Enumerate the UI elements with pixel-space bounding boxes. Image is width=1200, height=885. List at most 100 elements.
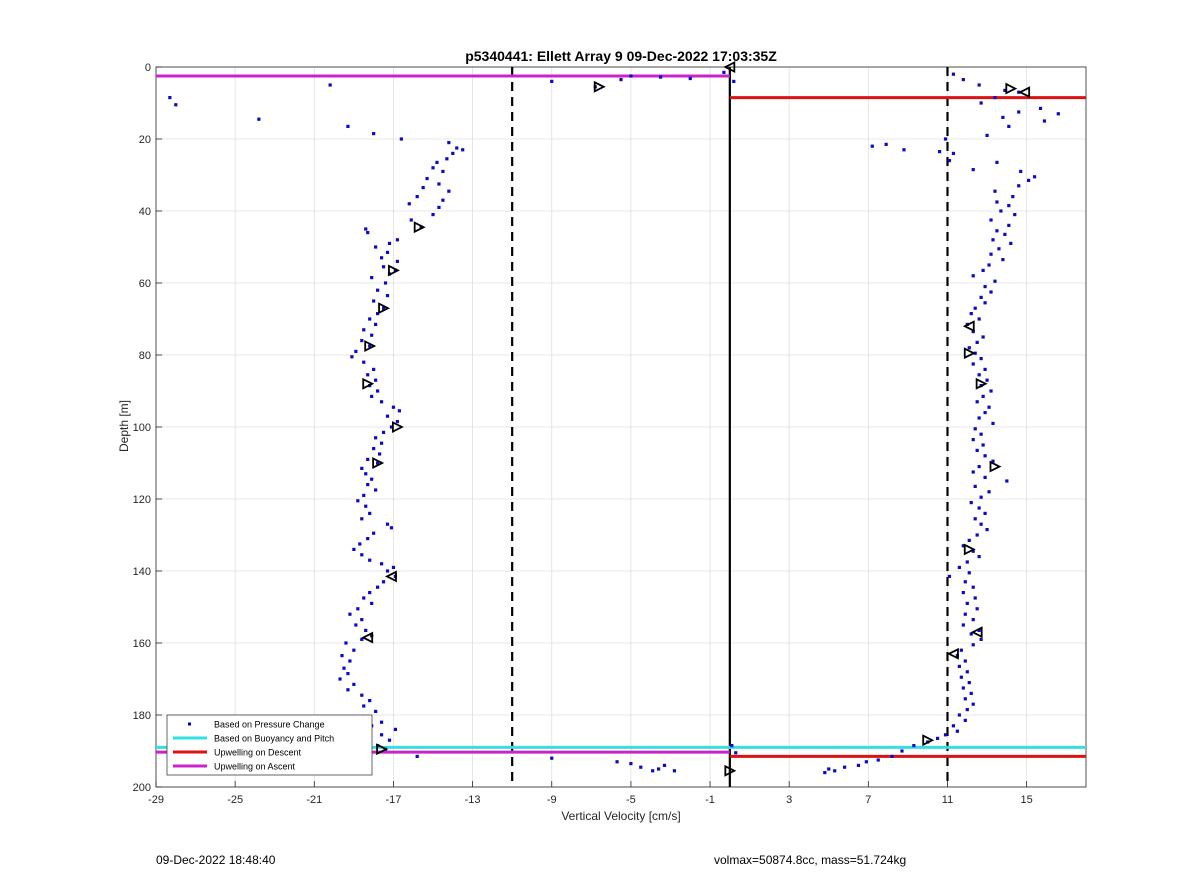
ascent-point — [415, 754, 419, 758]
descent-point — [1038, 106, 1043, 110]
descent-point — [1003, 88, 1007, 92]
ascent-point — [379, 720, 384, 724]
ascent-point — [346, 688, 350, 692]
ascent-point — [461, 148, 465, 152]
ascent-point — [437, 205, 441, 209]
descent-point — [959, 675, 963, 679]
ascent-point — [370, 333, 374, 337]
descent-point — [971, 702, 975, 706]
descent-point — [890, 754, 894, 758]
descent-point — [993, 96, 997, 100]
descent-point — [961, 591, 965, 595]
descent-point — [961, 78, 965, 82]
ascent-point — [441, 198, 445, 202]
legend-label: Based on Buoyancy and Pitch — [214, 734, 334, 744]
triangle-marker — [946, 647, 959, 660]
ascent-point — [352, 547, 356, 551]
descent-point — [870, 144, 874, 148]
ascent-point — [352, 648, 356, 652]
descent-point — [983, 367, 987, 371]
ascent-point — [379, 256, 384, 260]
ascent-point — [362, 360, 366, 364]
descent-point — [1042, 119, 1047, 123]
ascent-point — [368, 317, 372, 321]
ascent-point — [360, 637, 364, 641]
descent-point — [987, 490, 991, 494]
ascent-point — [354, 623, 358, 627]
descent-point — [987, 263, 991, 267]
ascent-point — [431, 213, 435, 217]
descent-point — [957, 713, 961, 717]
triangle-marker — [361, 631, 374, 644]
ascent-point — [340, 654, 344, 658]
ascent-point — [376, 312, 380, 316]
descent-point — [969, 691, 973, 695]
descent-point — [997, 247, 1001, 251]
ascent-point — [385, 522, 390, 526]
descent-point — [991, 421, 995, 425]
ascent-point — [381, 306, 386, 310]
y-tick-label: 200 — [133, 782, 151, 794]
ascent-point — [352, 682, 356, 686]
descent-point — [999, 209, 1003, 213]
descent-point — [884, 142, 888, 146]
triangle-marker — [376, 743, 389, 756]
descent-point — [977, 416, 981, 420]
ascent-point — [385, 569, 390, 573]
descent-point — [967, 346, 971, 350]
ascent-point — [358, 542, 362, 546]
ascent-point — [387, 241, 392, 245]
legend-marker — [188, 722, 191, 726]
descent-point — [935, 736, 940, 740]
descent-point — [961, 686, 965, 690]
ascent-point — [381, 580, 386, 584]
descent-point — [856, 763, 861, 767]
descent-point — [975, 340, 979, 344]
descent-point — [947, 159, 952, 163]
ascent-point — [356, 499, 360, 503]
descent-point — [973, 427, 977, 431]
ascent-point — [362, 704, 366, 708]
ascent-point — [379, 562, 384, 566]
descent-point — [900, 749, 904, 753]
descent-point — [979, 637, 983, 641]
ascent-point — [366, 457, 370, 461]
descent-point — [971, 362, 975, 366]
ascent-point — [360, 466, 364, 470]
ascent-point — [615, 760, 619, 764]
x-tick-label: -13 — [465, 794, 481, 806]
ascent-point — [374, 436, 378, 440]
ascent-point — [415, 195, 419, 199]
descent-point — [989, 218, 993, 222]
descent-point — [983, 285, 987, 289]
ascent-point — [342, 666, 346, 670]
descent-point — [1001, 258, 1005, 262]
ascent-point — [431, 166, 435, 170]
triangle-marker — [1005, 82, 1018, 95]
ascent-point — [421, 186, 425, 190]
descent-point — [965, 560, 969, 564]
descent-point — [989, 252, 993, 256]
ascent-point — [362, 493, 366, 497]
descent-point — [989, 389, 993, 393]
triangle-marker — [963, 347, 976, 360]
descent-point — [989, 290, 993, 294]
ascent-point — [346, 124, 350, 128]
ascent-point — [383, 281, 388, 285]
descent-point — [1017, 110, 1021, 114]
ascent-point — [377, 452, 382, 456]
triangle-marker — [989, 460, 1002, 473]
ascent-point — [389, 425, 394, 429]
buoyancy-pitch-markers — [361, 61, 1031, 777]
descent-point — [991, 238, 995, 242]
ascent-point — [395, 420, 400, 424]
ascent-point — [370, 276, 374, 280]
triangle-marker — [413, 221, 426, 234]
descent-point — [977, 83, 981, 87]
descent-point — [973, 484, 977, 488]
ascent-point — [374, 709, 378, 713]
ascent-point — [348, 612, 352, 616]
ascent-point — [356, 607, 360, 611]
ascent-point — [393, 727, 398, 731]
ascent-point — [722, 70, 726, 74]
